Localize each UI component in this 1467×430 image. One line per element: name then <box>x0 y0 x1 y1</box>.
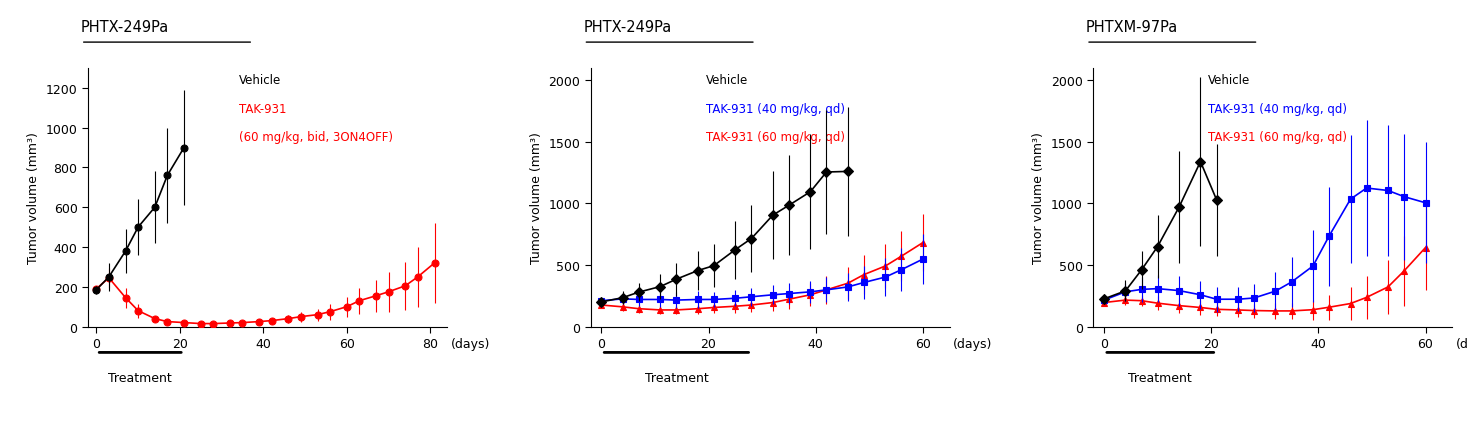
Text: TAK-931 (40 mg/kg, qd): TAK-931 (40 mg/kg, qd) <box>1209 102 1347 115</box>
Text: (days): (days) <box>954 337 993 350</box>
Text: Vehicle: Vehicle <box>706 74 748 87</box>
Text: TAK-931 (60 mg/kg, qd): TAK-931 (60 mg/kg, qd) <box>1209 131 1347 144</box>
Text: (days): (days) <box>450 337 490 350</box>
Text: TAK-931 (60 mg/kg, qd): TAK-931 (60 mg/kg, qd) <box>706 131 845 144</box>
Text: PHTXM-97Pa: PHTXM-97Pa <box>1086 20 1178 35</box>
Y-axis label: Tumor volume (mm³): Tumor volume (mm³) <box>1033 132 1046 264</box>
Text: TAK-931 (40 mg/kg, qd): TAK-931 (40 mg/kg, qd) <box>706 102 845 115</box>
Text: Treatment: Treatment <box>644 371 709 384</box>
Text: Treatment: Treatment <box>109 371 172 384</box>
Text: Treatment: Treatment <box>1128 371 1193 384</box>
Y-axis label: Tumor volume (mm³): Tumor volume (mm³) <box>530 132 543 264</box>
Text: (days): (days) <box>1455 337 1467 350</box>
Text: PHTX-249Pa: PHTX-249Pa <box>81 20 169 35</box>
Text: PHTX-249Pa: PHTX-249Pa <box>584 20 672 35</box>
Text: TAK-931: TAK-931 <box>239 102 286 115</box>
Text: Vehicle: Vehicle <box>1209 74 1250 87</box>
Y-axis label: Tumor volume (mm³): Tumor volume (mm³) <box>28 132 40 264</box>
Text: (60 mg/kg, bid, 3ON4OFF): (60 mg/kg, bid, 3ON4OFF) <box>239 131 393 144</box>
Text: Vehicle: Vehicle <box>239 74 282 87</box>
